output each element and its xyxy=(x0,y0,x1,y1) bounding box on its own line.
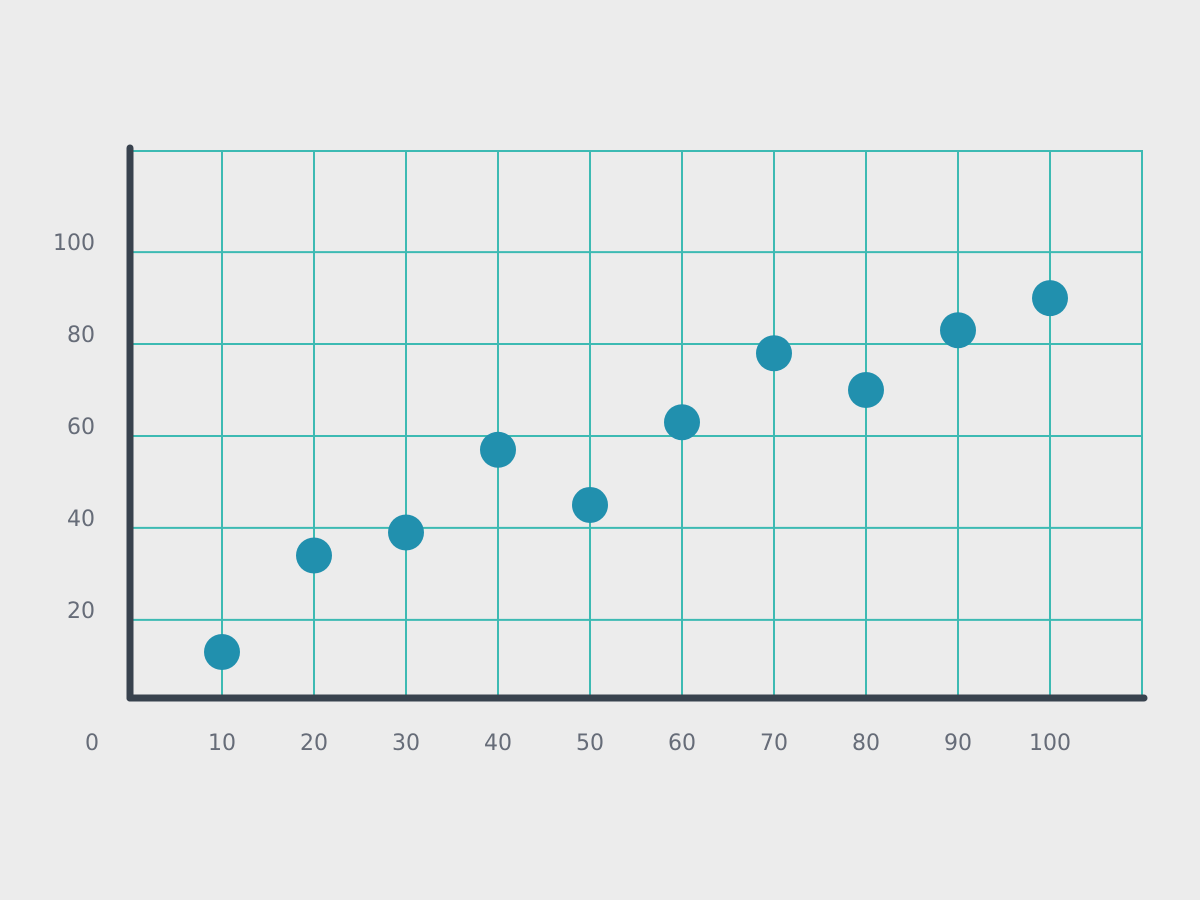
x-tick-label: 20 xyxy=(300,731,328,756)
x-tick-label: 90 xyxy=(944,731,972,756)
point xyxy=(572,486,608,523)
y-tick-label: 60 xyxy=(67,415,95,440)
point xyxy=(756,335,792,372)
x-tick-label: 60 xyxy=(668,731,696,756)
x-tick-label: 100 xyxy=(1029,731,1071,756)
y-tick-label: 20 xyxy=(67,599,95,624)
point xyxy=(1032,280,1068,317)
point xyxy=(388,514,424,551)
point xyxy=(848,372,884,409)
point xyxy=(204,634,240,671)
x-tick-label: 40 xyxy=(484,731,512,756)
origin-label: 0 xyxy=(85,731,99,756)
x-tick-label: 30 xyxy=(392,731,420,756)
x-tick-label: 10 xyxy=(208,731,236,756)
y-tick-label: 100 xyxy=(53,231,95,256)
y-tick-label: 80 xyxy=(67,323,95,348)
point xyxy=(940,312,976,349)
x-tick-label: 50 xyxy=(576,731,604,756)
point xyxy=(480,431,516,468)
y-tick-label: 40 xyxy=(67,507,95,532)
point xyxy=(664,404,700,441)
x-tick-label: 70 xyxy=(760,731,788,756)
point xyxy=(296,537,332,574)
x-tick-label: 80 xyxy=(852,731,880,756)
